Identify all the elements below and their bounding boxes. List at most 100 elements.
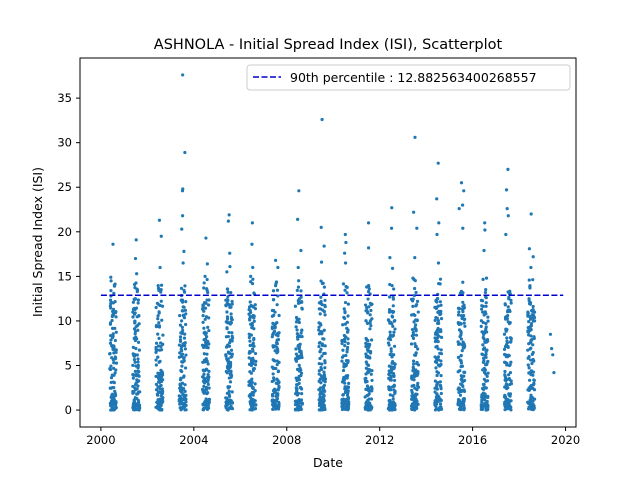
data-point bbox=[201, 320, 205, 324]
data-point bbox=[460, 364, 465, 368]
data-point bbox=[391, 304, 395, 308]
data-point bbox=[181, 309, 185, 313]
data-point bbox=[298, 334, 302, 339]
data-point bbox=[203, 274, 207, 278]
data-point bbox=[482, 248, 486, 253]
data-point bbox=[459, 337, 464, 341]
data-point bbox=[319, 225, 323, 229]
data-point bbox=[112, 381, 116, 385]
data-point bbox=[435, 373, 439, 378]
data-point bbox=[111, 307, 116, 311]
data-point bbox=[414, 304, 418, 308]
data-point bbox=[463, 324, 467, 328]
data-point bbox=[527, 388, 531, 393]
data-point bbox=[503, 385, 508, 389]
data-point bbox=[389, 374, 393, 378]
data-point bbox=[297, 374, 301, 379]
data-point bbox=[205, 345, 209, 350]
data-point bbox=[486, 371, 490, 375]
data-point bbox=[277, 313, 281, 318]
data-point bbox=[484, 379, 488, 383]
data-point bbox=[457, 310, 461, 314]
data-point bbox=[412, 293, 416, 298]
data-point bbox=[505, 341, 510, 345]
data-point bbox=[319, 366, 323, 370]
data-point bbox=[366, 398, 370, 403]
data-point bbox=[156, 283, 160, 288]
data-point bbox=[318, 350, 322, 354]
data-point bbox=[389, 368, 393, 372]
data-point bbox=[108, 366, 112, 371]
data-point bbox=[271, 372, 275, 376]
data-point bbox=[415, 226, 419, 230]
data-point bbox=[270, 308, 275, 313]
data-point bbox=[109, 404, 113, 408]
data-point bbox=[484, 301, 488, 305]
data-point bbox=[113, 355, 117, 359]
data-point bbox=[342, 333, 346, 338]
data-point bbox=[459, 354, 463, 358]
data-point bbox=[275, 320, 279, 325]
data-point bbox=[276, 294, 280, 298]
data-point bbox=[413, 406, 417, 410]
data-point bbox=[457, 390, 461, 394]
data-point bbox=[135, 288, 140, 292]
data-point bbox=[184, 400, 188, 404]
data-point bbox=[136, 357, 140, 361]
data-point bbox=[531, 373, 535, 377]
data-point bbox=[410, 327, 415, 332]
data-point bbox=[276, 369, 280, 374]
data-point bbox=[527, 247, 532, 251]
data-point bbox=[320, 332, 324, 336]
data-point bbox=[346, 359, 350, 363]
data-point bbox=[230, 354, 234, 359]
data-point bbox=[457, 342, 461, 347]
data-point bbox=[413, 342, 417, 346]
data-point bbox=[392, 384, 396, 388]
data-point bbox=[340, 355, 345, 359]
data-point bbox=[413, 135, 417, 139]
data-point bbox=[131, 345, 135, 349]
data-point bbox=[159, 290, 163, 294]
data-point bbox=[272, 376, 276, 380]
data-point bbox=[133, 320, 137, 324]
data-point bbox=[414, 329, 418, 333]
data-point bbox=[435, 392, 439, 396]
data-point bbox=[159, 407, 163, 411]
legend: 90th percentile : 12.882563400268557 bbox=[246, 64, 571, 91]
data-point bbox=[156, 332, 160, 336]
data-point bbox=[207, 369, 211, 373]
data-point bbox=[529, 393, 533, 397]
data-point bbox=[502, 347, 507, 351]
data-point bbox=[204, 367, 208, 371]
data-point bbox=[182, 336, 187, 340]
data-point bbox=[416, 310, 420, 314]
data-point bbox=[415, 383, 420, 388]
data-point bbox=[391, 360, 395, 364]
data-point bbox=[529, 265, 533, 270]
y-tick-label: 20 bbox=[57, 225, 72, 239]
data-point bbox=[156, 314, 160, 318]
data-point bbox=[482, 346, 487, 350]
data-point bbox=[178, 389, 183, 393]
data-point bbox=[230, 302, 234, 306]
data-point bbox=[486, 404, 490, 408]
data-point bbox=[502, 360, 507, 364]
data-point bbox=[226, 219, 230, 223]
data-point bbox=[531, 343, 535, 347]
y-tick-label: 10 bbox=[57, 314, 72, 328]
data-point bbox=[366, 221, 371, 225]
data-point bbox=[343, 322, 347, 326]
data-point bbox=[460, 400, 464, 404]
data-point bbox=[509, 337, 513, 341]
data-point bbox=[457, 398, 461, 402]
data-point bbox=[507, 377, 512, 382]
data-point bbox=[205, 352, 209, 356]
data-point bbox=[228, 364, 233, 369]
data-point bbox=[248, 408, 252, 412]
data-point bbox=[226, 385, 230, 389]
data-point bbox=[228, 380, 233, 384]
data-point bbox=[365, 285, 369, 289]
data-point bbox=[387, 385, 391, 389]
data-point bbox=[159, 375, 164, 379]
